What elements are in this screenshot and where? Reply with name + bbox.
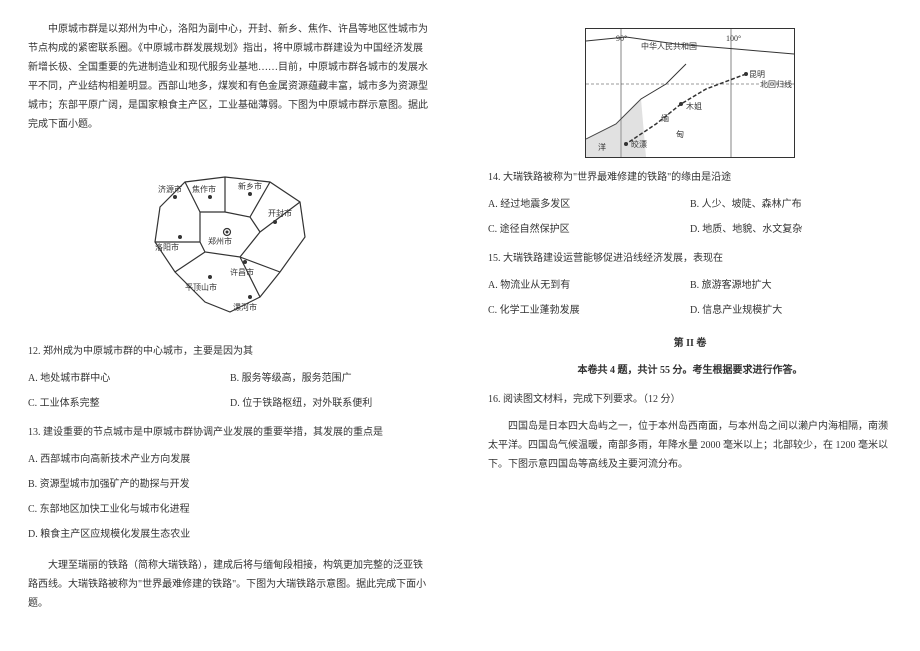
q15: 15. 大瑞铁路建设运营能够促进沿线经济发展，表现在 [488,249,892,268]
q13-opt-d: D. 粮食主产区应规模化发展生态农业 [28,525,432,544]
intro2-para: 大理至瑞丽的铁路（简称大瑞铁路），建成后将与缅甸段相接，构筑更加完整的泛亚铁路西… [28,556,432,613]
darui-map: 90° 100° 中华人民共和国 昆明 北回归线 木姐 缅 甸 皎漂 洋 [585,28,795,158]
q14-row2: C. 途径自然保护区 D. 地质、地貌、水文复杂 [488,220,892,239]
q14-opt-c: C. 途径自然保护区 [488,220,690,239]
lon90-label: 90° [616,31,627,46]
svg-text:焦作市: 焦作市 [192,184,216,194]
svg-text:平顶山市: 平顶山市 [185,282,217,292]
svg-text:洛阳市: 洛阳市 [155,242,179,252]
q13-opt-c: C. 东部地区加快工业化与城市化进程 [28,500,432,519]
tropic-label: 北回归线 [760,77,792,92]
q14-opt-d: D. 地质、地貌、水文复杂 [690,220,892,239]
mian-label: 缅 [661,111,669,126]
zhongyuan-map-figure: 济源市 焦作市 新乡市 洛阳市 郑州市 开封市 许昌市 平顶山市 漯河市 [28,142,432,332]
q13-opt-b: B. 资源型城市加强矿产的勘探与开发 [28,475,432,494]
q15-row2: C. 化学工业蓬勃发展 D. 信息产业规模扩大 [488,301,892,320]
q14-opt-b: B. 人少、坡陡、森林广布 [690,195,892,214]
q12-row2: C. 工业体系完整 D. 位于铁路枢纽，对外联系便利 [28,394,432,413]
svg-text:济源市: 济源市 [158,184,182,194]
jiaopiao-label: 皎漂 [631,137,647,152]
q12-opt-d: D. 位于铁路枢纽，对外联系便利 [230,394,432,413]
q12: 12. 郑州成为中原城市群的中心城市，主要是因为其 [28,342,432,361]
section-title: 第 II 卷 [488,334,892,353]
intro-para: 中原城市群是以郑州为中心，洛阳为副中心，开封、新乡、焦作、许昌等地区性城市为节点… [28,20,432,134]
q16-para: 四国岛是日本四大岛屿之一，位于本州岛西南面，与本州岛之间以濑户内海相隔，南濒太平… [488,417,892,474]
q13-opt-a: A. 西部城市向高新技术产业方向发展 [28,450,432,469]
dian-label: 甸 [676,127,684,142]
svg-text:新乡市: 新乡市 [238,181,262,191]
q15-opt-b: B. 旅游客源地扩大 [690,276,892,295]
lon100-label: 100° [726,31,741,46]
q14: 14. 大瑞铁路被称为"世界最难修建的铁路"的缘由是沿途 [488,168,892,187]
q14-opt-a: A. 经过地震多发区 [488,195,690,214]
q12-opt-b: B. 服务等级高，服务范围广 [230,369,432,388]
q15-opt-c: C. 化学工业蓬勃发展 [488,301,690,320]
svg-text:许昌市: 许昌市 [230,267,254,277]
left-column: 中原城市群是以郑州为中心，洛阳为副中心，开封、新乡、焦作、许昌等地区性城市为节点… [0,0,460,651]
darui-map-figure: 90° 100° 中华人民共和国 昆明 北回归线 木姐 缅 甸 皎漂 洋 [488,28,892,158]
q15-row1: A. 物流业从无到有 B. 旅游客源地扩大 [488,276,892,295]
mujie-label: 木姐 [686,99,702,114]
q12-opt-c: C. 工业体系完整 [28,394,230,413]
q16: 16. 阅读图文材料，完成下列要求。（12 分） [488,390,892,409]
country-label: 中华人民共和国 [641,39,697,54]
q15-opt-d: D. 信息产业规模扩大 [690,301,892,320]
yang-label: 洋 [598,140,606,155]
svg-text:开封市: 开封市 [268,208,292,218]
section-sub: 本卷共 4 题，共计 55 分。考生根据要求进行作答。 [488,361,892,380]
q12-opt-a: A. 地处城市群中心 [28,369,230,388]
q15-opt-a: A. 物流业从无到有 [488,276,690,295]
q14-row1: A. 经过地震多发区 B. 人少、坡陡、森林广布 [488,195,892,214]
svg-text:漯河市: 漯河市 [233,302,257,312]
svg-text:郑州市: 郑州市 [208,236,232,246]
q12-row1: A. 地处城市群中心 B. 服务等级高，服务范围广 [28,369,432,388]
q13: 13. 建设重要的节点城市是中原城市群协调产业发展的重要举措，其发展的重点是 [28,423,432,442]
right-column: 90° 100° 中华人民共和国 昆明 北回归线 木姐 缅 甸 皎漂 洋 14.… [460,0,920,651]
zhongyuan-map: 济源市 焦作市 新乡市 洛阳市 郑州市 开封市 许昌市 平顶山市 漯河市 [130,142,330,332]
